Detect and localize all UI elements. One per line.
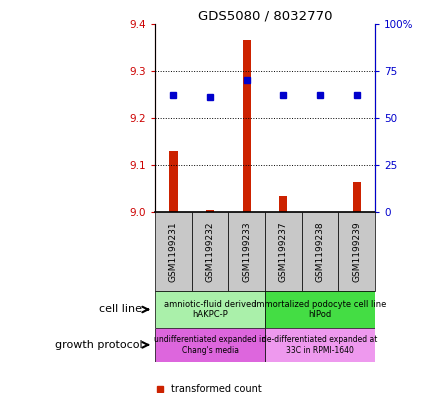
Text: amniotic-fluid derived
hAKPC-P: amniotic-fluid derived hAKPC-P [163, 300, 256, 319]
Text: GSM1199232: GSM1199232 [205, 221, 214, 282]
Bar [264, 328, 374, 362]
Bar [301, 212, 338, 291]
Text: immortalized podocyte cell line
hIPod: immortalized podocyte cell line hIPod [253, 300, 385, 319]
Text: GSM1199237: GSM1199237 [278, 221, 287, 282]
Bar [352, 182, 360, 212]
Text: GSM1199233: GSM1199233 [242, 221, 251, 282]
Bar [242, 40, 250, 212]
Title: GDS5080 / 8032770: GDS5080 / 8032770 [197, 9, 332, 22]
Bar [264, 291, 374, 328]
Text: growth protocol: growth protocol [55, 340, 142, 350]
Bar [191, 212, 228, 291]
Bar [279, 196, 287, 212]
Bar [155, 328, 264, 362]
Text: GSM1199231: GSM1199231 [169, 221, 178, 282]
Bar [169, 151, 177, 212]
Text: cell line: cell line [99, 305, 142, 314]
Text: GSM1199239: GSM1199239 [351, 221, 360, 282]
Text: de-differentiated expanded at
33C in RPMI-1640: de-differentiated expanded at 33C in RPM… [262, 335, 377, 354]
Text: transformed count: transformed count [170, 384, 261, 393]
Text: GSM1199238: GSM1199238 [315, 221, 324, 282]
Bar [228, 212, 264, 291]
Text: undifferentiated expanded in
Chang's media: undifferentiated expanded in Chang's med… [154, 335, 266, 354]
Bar [155, 212, 191, 291]
Bar [264, 212, 301, 291]
Bar [338, 212, 374, 291]
Bar [155, 291, 264, 328]
Bar [206, 210, 214, 212]
